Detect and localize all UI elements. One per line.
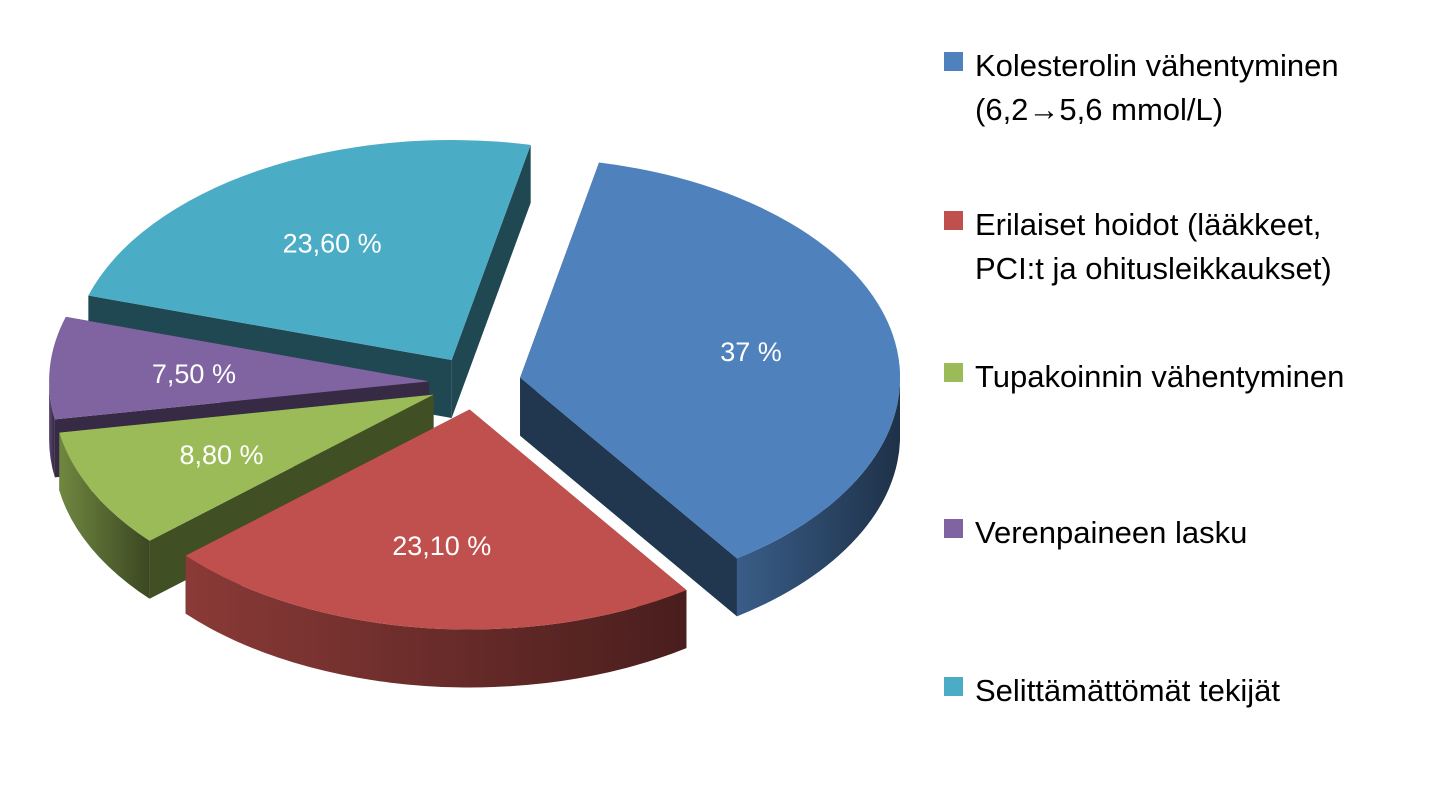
slice-side-smoking [59,432,150,599]
slice-wall-cholesterol-end [520,377,737,617]
slice-top-smoking [59,394,434,541]
slice-wall-unexplained-end [451,144,531,419]
slice-label-cholesterol: 37 % [720,337,782,367]
legend-label-cholesterol: Kolesterolin vähentyminen (6,2→5,6 mmol/… [975,48,1339,127]
legend-item-unexplained: Selittämättömät tekijät [944,669,1280,713]
legend-label-treatments: Erilaiset hoidot (lääkkeet, PCI:t ja ohi… [975,207,1332,286]
slice-label-unexplained: 23,60 % [283,228,382,258]
slice-label-blood-pressure: 7,50 % [152,359,236,389]
slice-side-cholesterol [736,380,900,617]
legend-label-smoking: Tupakoinnin vähentyminen [975,359,1345,394]
legend-item-treatments: Erilaiset hoidot (lääkkeet, PCI:t ja ohi… [944,203,1332,291]
slice-label-treatments: 23,10 % [392,531,491,561]
slice-label-smoking: 8,80 % [179,440,263,470]
pie-chart: 37 % 23,10 % 8,80 % 7,50 % 23,60 % [49,140,900,688]
slice-labels: 37 % 23,10 % 8,80 % 7,50 % 23,60 % [152,228,782,560]
slice-top-blood-pressure [49,316,430,420]
legend: Kolesterolin vähentyminen (6,2→5,6 mmol/… [944,0,1424,791]
legend-item-smoking: Tupakoinnin vähentyminen [944,355,1344,399]
slice-tops [49,140,900,630]
legend-label-blood-pressure: Verenpaineen lasku [975,515,1248,550]
legend-label-unexplained: Selittämättömät tekijät [975,673,1280,708]
slice-top-treatments [185,409,687,630]
legend-swatch-blood-pressure [944,519,963,538]
legend-swatch-unexplained [944,677,963,696]
slice-top-cholesterol [520,162,900,559]
legend-swatch-treatments [944,211,963,230]
slice-side-treatments [185,555,687,688]
slice-side-blood-pressure [49,381,55,478]
legend-item-blood-pressure: Verenpaineen lasku [944,511,1247,555]
legend-swatch-cholesterol [944,52,963,71]
legend-item-cholesterol: Kolesterolin vähentyminen (6,2→5,6 mmol/… [944,44,1339,132]
slice-top-unexplained [88,140,531,361]
legend-swatch-smoking [944,363,963,382]
